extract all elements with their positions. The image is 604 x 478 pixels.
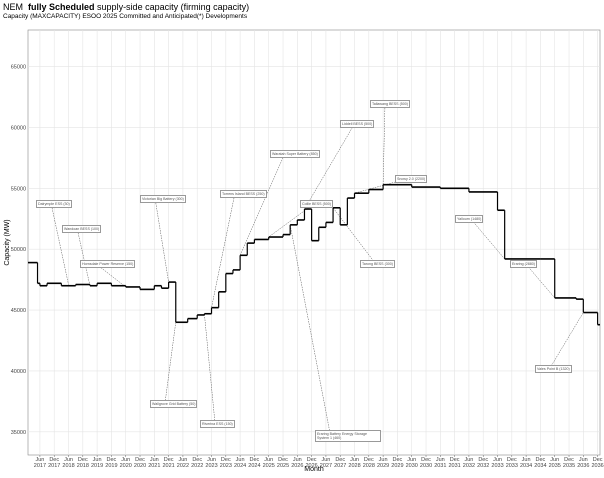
x-tick-label: Dec 2021 <box>162 457 175 469</box>
x-tick-label: Dec 2024 <box>248 457 261 469</box>
annotation: Wandoan BESS (100) <box>62 225 102 233</box>
annotation: Victorian Big Battery (300) <box>140 195 186 203</box>
annotation-leader <box>268 202 316 238</box>
annotation: Dalrymple ESS (30) <box>36 200 72 208</box>
annotation-leader <box>164 322 177 404</box>
annotation: Liddell BESS (500) <box>340 120 375 128</box>
annotation-leader <box>239 152 286 256</box>
x-tick-label: Dec 2030 <box>419 457 433 469</box>
annotation: Riverina ESS (150) <box>200 420 235 428</box>
y-tick-label: 45000 <box>11 308 26 314</box>
annotation: Collie BESS (500) <box>300 200 333 208</box>
annotation-leader <box>204 313 216 424</box>
y-tick-label: 60000 <box>11 125 26 131</box>
x-tick-label: Jun 2020 <box>119 457 132 469</box>
x-tick-label: Dec 2029 <box>391 457 404 469</box>
annotation-leader <box>50 202 69 285</box>
annotation-leader <box>304 122 356 210</box>
annotation-leader <box>382 102 386 185</box>
annotation-leader <box>469 217 505 260</box>
x-tick-label: Dec 2032 <box>477 457 490 469</box>
annotation-leader <box>154 197 169 283</box>
y-tick-label: 50000 <box>11 247 26 253</box>
x-tick-label: Jun 2018 <box>62 457 75 469</box>
annotation: Hornsdale Power Reserve (150) <box>80 260 136 268</box>
title-prefix: NEM <box>3 2 23 12</box>
annotation: Vales Point B (1320) <box>535 365 572 373</box>
annotation: Eraring (2880) <box>510 260 537 268</box>
annotation-leader <box>354 177 411 194</box>
x-tick-label: Jun 2036 <box>577 457 590 469</box>
x-tick-label: Jun 2032 <box>462 457 476 469</box>
x-tick-label: Dec 2018 <box>76 457 89 469</box>
annotation: Yallourn (1480) <box>455 215 484 223</box>
title-suffix: supply-side capacity (firming capacity) <box>97 2 250 12</box>
x-tick-label: Jun 2025 <box>262 457 275 469</box>
annotation: Torrens Island BESS (250) <box>220 190 267 198</box>
x-axis-label: Month <box>304 466 324 473</box>
y-axis-label: Capacity (MW) <box>4 219 11 265</box>
x-tick-label: Jun 2028 <box>348 457 361 469</box>
x-tick-label: Jun 2027 <box>319 457 333 469</box>
title-bold: fully Scheduled <box>28 2 95 12</box>
x-tick-label: Jun 2017 <box>33 457 47 469</box>
chart-subtitle: Capacity (MAXCAPACITY) ESOO 2025 Committ… <box>3 13 248 20</box>
x-tick-label: Jun 2026 <box>291 457 304 469</box>
y-tick-label: 40000 <box>11 369 26 375</box>
annotation: Tarong BESS (300) <box>360 260 395 268</box>
x-tick-label: Dec 2017 <box>48 457 61 469</box>
plot-area <box>27 29 601 456</box>
x-tick-label: Jun 2030 <box>405 457 418 469</box>
x-tick-label: Jun 2034 <box>519 457 533 469</box>
x-tick-label: Jun 2035 <box>548 457 561 469</box>
x-tick-label: Dec 2026 <box>305 457 318 469</box>
x-tick-label: Jun 2022 <box>176 457 190 469</box>
x-tick-label: Dec 2025 <box>276 457 290 469</box>
y-tick-label: 35000 <box>11 430 26 436</box>
x-tick-label: Jun 2021 <box>148 457 161 469</box>
x-tick-label: Dec 2034 <box>534 457 547 469</box>
x-tick-label: Dec 2035 <box>562 457 576 469</box>
annotation: Tallawang BESS (500) <box>370 100 410 108</box>
x-tick-label: Jun 2024 <box>233 457 247 469</box>
annotation-leader <box>524 262 555 299</box>
annotation-leader <box>549 312 584 369</box>
annotation: Wallgrove Grid Battery (50) <box>150 400 198 408</box>
x-tick-label: Dec 2023 <box>219 457 232 469</box>
x-tick-label: Dec 2027 <box>334 457 347 469</box>
x-tick-label: Jun 2033 <box>491 457 504 469</box>
x-tick-label: Dec 2031 <box>448 457 461 469</box>
annotation: Waratah Super Battery (850) <box>270 150 320 158</box>
y-tick-label: 65000 <box>11 65 26 71</box>
x-tick-label: Jun 2023 <box>205 457 218 469</box>
x-tick-label: Dec 2036 <box>591 457 604 469</box>
x-tick-label: Jun 2019 <box>90 457 104 469</box>
x-tick-label: Dec 2022 <box>191 457 204 469</box>
x-tick-label: Jun 2029 <box>376 457 390 469</box>
annotation: Eraring Battery Energy Storage System 1 … <box>315 430 381 442</box>
y-tick-label: 55000 <box>11 186 26 192</box>
x-tick-label: Jun 2031 <box>434 457 447 469</box>
x-tick-label: Dec 2020 <box>133 457 147 469</box>
annotation: Snowy 2.0 (2200) <box>395 175 428 183</box>
annotation-leader <box>211 192 236 308</box>
chart-title: NEM fully Scheduled supply-side capacity… <box>3 2 249 12</box>
x-tick-label: Dec 2028 <box>362 457 375 469</box>
x-tick-label: Dec 2019 <box>105 457 118 469</box>
annotation-leader <box>289 224 331 434</box>
x-tick-label: Dec 2033 <box>505 457 518 469</box>
